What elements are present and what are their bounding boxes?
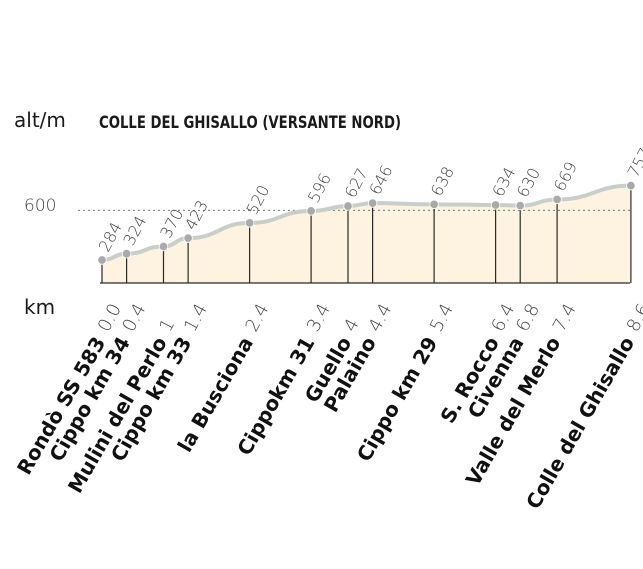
km-label-5: 3.4 [303,300,335,335]
altitude-label-11: 669 [550,158,581,194]
km-label-1: 0.4 [118,300,150,335]
point-marker-10 [515,200,525,211]
km-label-4: 2.4 [241,300,273,335]
altitude-label-1: 324 [119,213,150,249]
point-marker-4 [244,218,255,228]
y-axis-label: alt/m [14,108,66,132]
point-marker-12 [626,180,636,191]
point-marker-7 [367,198,378,208]
altitude-label-12: 757 [624,145,643,181]
altitude-label-3: 423 [181,197,212,233]
point-marker-3 [183,233,193,243]
km-label-0: 0.0 [94,300,126,335]
km-label-9: 6.4 [487,300,519,335]
point-marker-1 [121,249,132,259]
point-marker-9 [490,200,501,210]
km-label-7: 4.4 [364,300,396,335]
km-label-12: 8.6 [623,300,643,335]
point-marker-6 [343,201,353,211]
point-marker-2 [158,241,169,252]
km-label-2: 1 [155,315,179,335]
altitude-label-9: 634 [488,164,519,200]
altitude-label-6: 627 [341,165,372,201]
km-label-10: 6.8 [512,300,544,335]
km-label-8: 5.4 [426,300,458,335]
km-label-6: 4 [340,315,364,335]
chart-title: COLLE DEL GHISALLO (VERSANTE NORD) [99,113,401,133]
point-marker-0 [97,255,107,265]
altitude-label-7: 646 [365,162,396,198]
altitude-label-8: 638 [427,163,458,199]
reference-line-label: 600 [24,196,56,216]
point-marker-11 [552,194,562,205]
x-axis-label: km [24,295,55,319]
km-label-3: 1.4 [180,300,212,335]
altitude-label-4: 520 [242,182,273,218]
altitude-label-5: 596 [304,170,335,206]
km-label-11: 7.4 [549,300,581,335]
point-marker-5 [306,206,316,216]
point-marker-8 [429,199,439,210]
altitude-label-10: 630 [513,165,544,201]
